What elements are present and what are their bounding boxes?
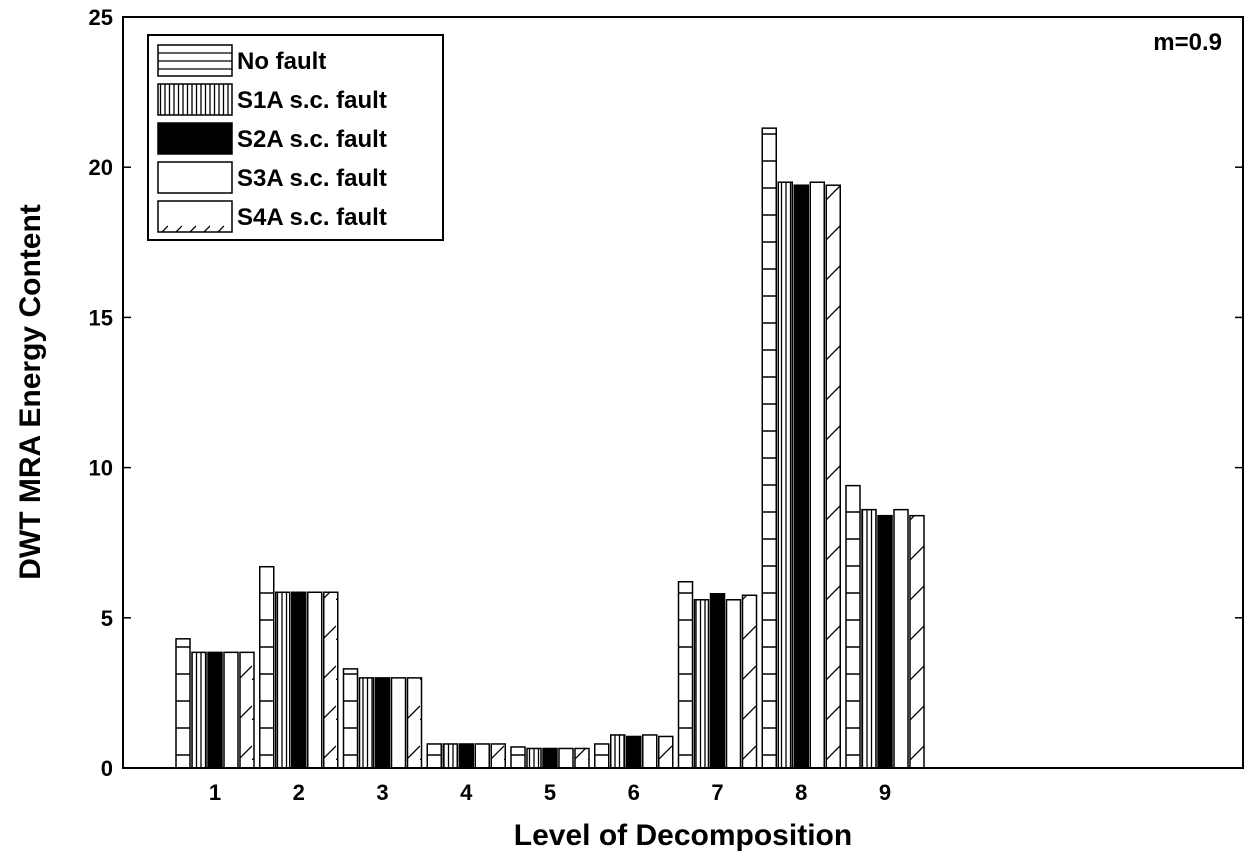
bar-6-series-2 — [610, 734, 626, 769]
bar-3-series-1 — [342, 668, 359, 769]
bar-9-series-3 — [877, 514, 893, 769]
y-tick-label: 15 — [89, 305, 113, 330]
legend-label: S1A s.c. fault — [237, 87, 387, 114]
bar-3-series-3 — [374, 677, 391, 769]
legend-label: S2A s.c. fault — [237, 126, 387, 153]
legend-swatch — [157, 122, 233, 155]
bar-4-series-2 — [442, 743, 458, 769]
bar-5-series-2 — [526, 747, 542, 769]
x-axis: 1 2 3 4 5 6 7 8 9 — [209, 760, 891, 805]
legend-swatch — [157, 83, 233, 116]
bar-4-series-5 — [490, 743, 506, 769]
bar-3-series-4 — [390, 677, 407, 769]
bar-8-series-3 — [793, 184, 809, 769]
bar-1-series-1 — [175, 638, 191, 769]
x-tick-label: 8 — [795, 780, 807, 805]
legend-swatch — [157, 161, 233, 194]
x-tick-label: 7 — [711, 780, 723, 805]
x-tick-label: 1 — [209, 780, 221, 805]
bar-8-series-2 — [777, 181, 793, 769]
bar-4-series-1 — [426, 743, 442, 769]
plot-frame — [122, 16, 1244, 769]
legend-label: S3A s.c. fault — [237, 165, 387, 192]
bar-3-series-2 — [358, 677, 375, 769]
bar-1-series-2 — [191, 651, 207, 769]
x-axis-label: Level of Decomposition — [514, 819, 852, 852]
bar-2-series-5 — [323, 591, 339, 769]
bar-1-series-3 — [207, 651, 223, 769]
x-tick-label: 5 — [544, 780, 556, 805]
x-tick-label: 4 — [460, 780, 473, 805]
x-tick-label: 2 — [293, 780, 305, 805]
bar-7-series-1 — [677, 581, 694, 769]
bar-9-series-2 — [861, 508, 877, 769]
bar-2-series-4 — [307, 591, 323, 769]
bar-7-series-3 — [709, 593, 726, 769]
legend: No fault S1A s.c. fault S2A s.c. fault S3A … — [147, 34, 444, 241]
y-axis-label: DWT MRA Energy Content — [14, 204, 47, 580]
bar-8-series-5 — [825, 184, 841, 769]
x-tick-label: 3 — [376, 780, 388, 805]
bar-1-series-4 — [223, 651, 239, 769]
bars-layer — [175, 127, 925, 769]
bar-8-series-1 — [761, 127, 777, 769]
bar-6-series-4 — [642, 734, 658, 769]
bar-3-series-5 — [406, 677, 423, 769]
x-tick-label: 6 — [628, 780, 640, 805]
y-axis: 0 5 10 15 20 25 — [89, 5, 1243, 781]
bar-5-series-1 — [510, 746, 526, 769]
annotation: m=0.9 — [1153, 29, 1222, 56]
bar-2-series-1 — [259, 565, 275, 769]
bar-7-series-4 — [725, 599, 742, 769]
bar-8-series-4 — [809, 181, 825, 769]
bar-9-series-5 — [909, 514, 925, 769]
bar-9-series-1 — [845, 484, 861, 769]
legend-label: No fault — [237, 48, 326, 75]
y-tick-label: 5 — [101, 606, 113, 631]
x-tick-label: 9 — [879, 780, 891, 805]
legend-swatch — [157, 200, 233, 233]
y-tick-label: 20 — [89, 155, 113, 180]
bar-5-series-5 — [574, 747, 590, 769]
bar-5-series-4 — [558, 747, 574, 769]
bar-1-series-5 — [239, 651, 255, 769]
y-tick-label: 25 — [89, 5, 113, 30]
y-tick-label: 10 — [89, 456, 113, 481]
legend-label: S4A s.c. fault — [237, 204, 387, 231]
bar-4-series-4 — [474, 743, 490, 769]
bar-6-series-1 — [594, 743, 610, 769]
bar-2-series-2 — [275, 591, 291, 769]
bar-7-series-2 — [693, 599, 710, 769]
y-tick-label: 0 — [101, 756, 113, 781]
bar-2-series-3 — [291, 591, 307, 769]
bar-7-series-5 — [741, 594, 758, 769]
bar-9-series-4 — [893, 508, 909, 769]
bar-6-series-5 — [658, 735, 674, 769]
